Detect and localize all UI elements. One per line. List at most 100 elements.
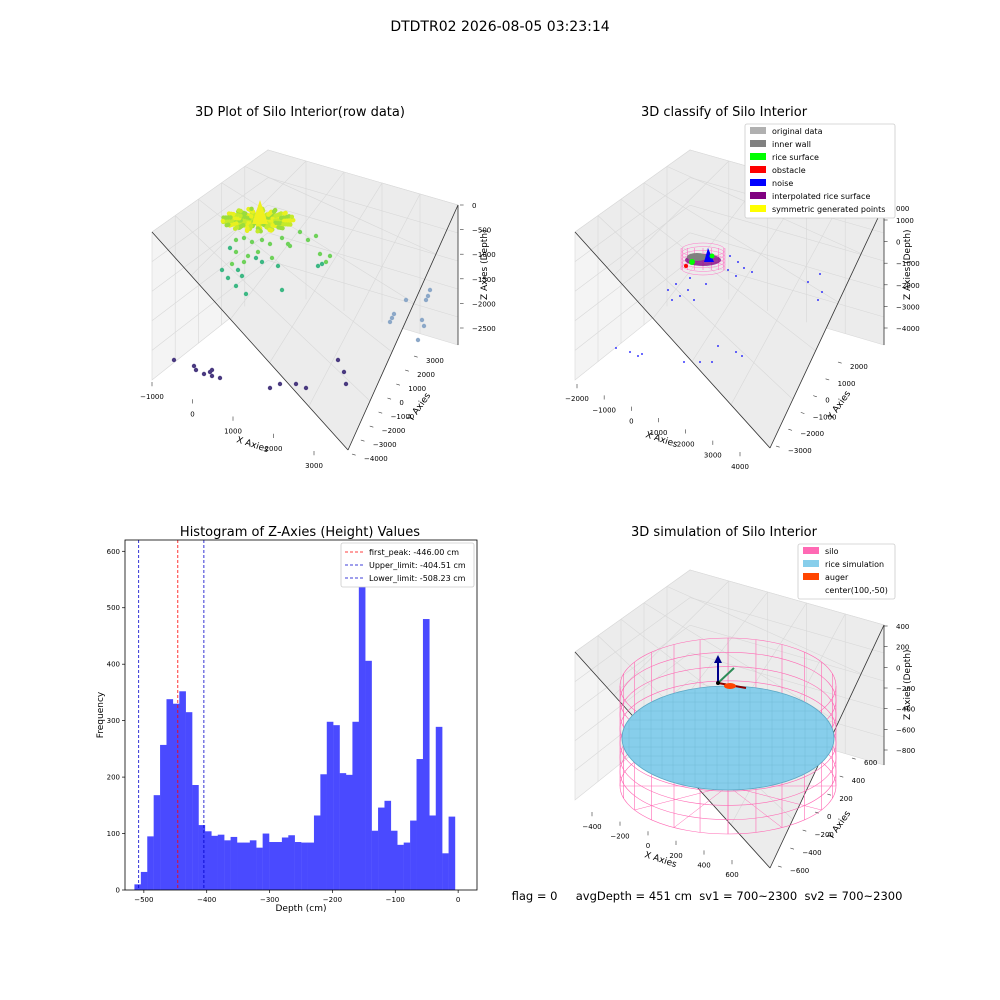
raw-data-point	[235, 267, 241, 273]
raw-data-point	[277, 381, 283, 387]
raw-data-point	[229, 261, 235, 267]
raw-data-point	[271, 209, 277, 214]
simulation-gridline	[666, 586, 862, 674]
classify-legend-frame	[744, 123, 896, 219]
raw-z-tick-label: −2000	[472, 300, 496, 308]
raw-data-point	[241, 259, 247, 265]
raw-gridline	[267, 177, 459, 234]
raw-data-point	[259, 259, 265, 265]
histogram-bar	[378, 807, 385, 890]
raw-data-point	[423, 297, 429, 303]
raw-y-axis-line	[347, 204, 459, 451]
histogram-legend-frame	[340, 542, 475, 588]
classify-noise-point	[717, 345, 719, 347]
raw-data-point	[245, 253, 251, 259]
histogram-bar	[147, 836, 154, 890]
histogram-bar	[179, 691, 186, 890]
raw-data-point	[209, 367, 215, 373]
histogram-bar	[134, 884, 142, 890]
raw-gridline	[269, 182, 383, 363]
raw-data-point	[305, 237, 311, 243]
classify-legend-label: inner wall	[772, 140, 811, 149]
histogram-bar	[153, 795, 161, 890]
raw-z-tick-label: −1500	[472, 276, 496, 284]
simulation-z-tick-label: 200	[896, 644, 909, 652]
histogram-bar	[160, 744, 167, 890]
raw-data-point	[415, 337, 421, 343]
classify-noise-point	[735, 351, 737, 353]
raw-gridline	[244, 166, 437, 255]
raw-data-point	[217, 375, 223, 381]
histogram-bar	[281, 837, 289, 890]
classify-noise-point	[679, 295, 681, 297]
histogram-bar	[313, 815, 321, 890]
simulation-gridline	[689, 652, 885, 710]
classify-y-tick	[775, 445, 780, 448]
silo-bottom-spoke	[727, 785, 822, 811]
simulation-legend-swatch	[803, 560, 819, 567]
histogram-bar	[358, 560, 366, 890]
simulation-y-tick-label: 400	[852, 777, 865, 785]
classify-legend-label: rice surface	[772, 153, 819, 162]
classify-noise-point	[751, 271, 753, 273]
histogram-bar	[403, 842, 411, 890]
classify-noise-spike	[704, 248, 714, 262]
classify-x-tick-label: 2000	[677, 440, 695, 448]
simulation-z-tick-label: −200	[896, 685, 915, 693]
histogram-bar	[365, 660, 372, 890]
histogram-bar	[352, 721, 360, 890]
simulation-y-tick	[851, 757, 856, 760]
simulation-y-tick	[802, 829, 807, 832]
raw-data-point	[289, 214, 295, 220]
raw-data-point	[425, 293, 431, 299]
classify-plot-title: 3D classify of Silo Interior	[641, 105, 808, 120]
simulation-z-tick-label: 400	[896, 623, 909, 631]
silo-bottom-spoke	[673, 785, 729, 828]
histogram-bar	[217, 834, 225, 890]
raw-data-point	[317, 251, 323, 257]
raw-data-point	[241, 222, 246, 228]
raw-y-tick-label: −4000	[364, 455, 388, 463]
histogram-x-tick-label: −100	[386, 896, 405, 904]
raw-gridline	[308, 193, 421, 407]
raw-data-point	[233, 237, 239, 243]
raw-data-point	[233, 249, 239, 255]
classify-noise-point	[727, 269, 729, 271]
raw-data-point	[234, 221, 239, 226]
raw-data-point	[239, 273, 245, 279]
raw-data-point	[419, 317, 425, 323]
raw-y-tick	[378, 411, 383, 414]
raw-x-tick-label: 1000	[224, 428, 242, 436]
raw-data-point	[228, 215, 233, 220]
raw-data-point	[259, 237, 265, 243]
classify-rice-surface-point	[689, 259, 695, 265]
histogram-bar	[256, 847, 263, 890]
classify-legend-swatch	[750, 205, 766, 212]
footer-status: flag = 0 avgDepth = 451 cm sv1 = 700~230…	[512, 889, 903, 903]
classify-z-tick-label: 0	[896, 239, 900, 247]
raw-data-point	[273, 213, 278, 219]
histogram-bar	[435, 726, 443, 890]
raw-data-point	[285, 241, 291, 247]
classify-noise-point	[637, 355, 639, 357]
silo-bottom-spoke	[634, 785, 729, 811]
classify-z-tick-label: −3000	[896, 303, 920, 311]
raw-x-tick-label: −1000	[140, 393, 164, 401]
classify-legend-swatch	[750, 179, 766, 186]
raw-data-point	[323, 259, 329, 265]
classify-noise-point	[629, 351, 631, 353]
raw-data-point	[421, 323, 427, 329]
simulation-gridline	[689, 624, 885, 682]
raw-data-point	[191, 363, 197, 369]
raw-data-point	[427, 287, 433, 293]
classify-legend-swatch	[750, 153, 766, 160]
classify-y-tick	[825, 378, 830, 381]
classify-x-tick-label: 3000	[704, 452, 722, 460]
raw-data-point	[267, 227, 272, 233]
raw-data-point	[209, 373, 215, 379]
classify-gridline	[689, 232, 885, 290]
simulation-x-tick-label: 200	[669, 852, 682, 860]
raw-data-point	[255, 249, 261, 255]
histogram-bar	[346, 774, 353, 890]
